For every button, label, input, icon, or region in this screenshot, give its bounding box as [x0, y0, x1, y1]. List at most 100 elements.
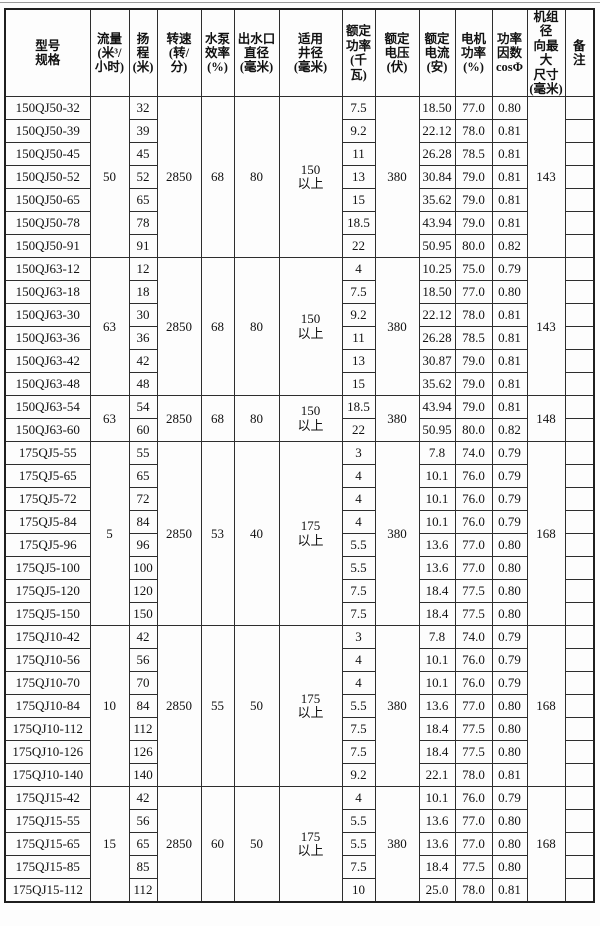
cell-note	[564, 855, 595, 880]
cell-flow: 63	[89, 395, 130, 443]
cell-speed: 2850	[156, 625, 202, 788]
cell-speed: 2850	[156, 395, 202, 443]
cell-head: 150	[128, 602, 158, 627]
cell-motor-eff: 79.0	[454, 372, 493, 397]
cell-power: 4	[341, 487, 376, 512]
cell-note	[564, 809, 595, 834]
table-row: 175QJ15-65 65 5.5 13.6 77.0 0.80	[4, 832, 595, 857]
cell-pump-eff: 60	[200, 786, 235, 903]
cell-power: 5.5	[341, 556, 376, 581]
cell-head: 55	[128, 441, 158, 466]
cell-model: 175QJ5-96	[4, 533, 91, 558]
cell-motor-eff: 76.0	[454, 487, 493, 512]
table-row: 150QJ63-12 63 12 2850 68 80 150 以上 4 380 10.25 75.…	[4, 257, 595, 397]
cell-note	[564, 878, 595, 903]
cell-power: 7.5	[341, 740, 376, 765]
cell-head: 65	[128, 188, 158, 213]
cell-motor-eff: 77.0	[454, 694, 493, 719]
cell-current: 35.62	[418, 188, 456, 213]
cell-cos-phi: 0.82	[491, 234, 528, 259]
cell-model: 175QJ15-65	[4, 832, 91, 857]
cell-head: 140	[128, 763, 158, 788]
cell-model: 150QJ50-45	[4, 142, 91, 167]
cell-model: 175QJ15-85	[4, 855, 91, 880]
cell-note	[564, 395, 595, 420]
cell-head: 42	[128, 625, 158, 650]
cell-cos-phi: 0.80	[491, 556, 528, 581]
cell-model: 150QJ63-18	[4, 280, 91, 305]
cell-model: 150QJ63-54	[4, 395, 91, 420]
cell-head: 39	[128, 119, 158, 144]
cell-model: 175QJ5-72	[4, 487, 91, 512]
table-row: 175QJ10-70 70 4 10.1 76.0 0.79	[4, 671, 595, 696]
col-header-current: 额定 电流 (安)	[418, 8, 456, 98]
cell-power: 13	[341, 349, 376, 374]
cell-power: 4	[341, 671, 376, 696]
cell-well: 175 以上	[278, 786, 343, 903]
cell-cos-phi: 0.81	[491, 878, 528, 903]
cell-model: 175QJ5-84	[4, 510, 91, 535]
cell-note	[564, 602, 595, 627]
table-row: 175QJ5-100 100 5.5 13.6 77.0 0.80	[4, 556, 595, 581]
cell-current: 50.95	[418, 418, 456, 443]
cell-cos-phi: 0.79	[491, 464, 528, 489]
cell-power: 11	[341, 142, 376, 167]
cell-current: 10.1	[418, 464, 456, 489]
cell-motor-eff: 77.5	[454, 717, 493, 742]
cell-flow: 10	[89, 625, 130, 788]
cell-cos-phi: 0.79	[491, 786, 528, 811]
cell-head: 54	[128, 395, 158, 420]
cell-head: 85	[128, 855, 158, 880]
cell-model: 150QJ63-30	[4, 303, 91, 328]
cell-max-dim: 168	[526, 625, 566, 788]
cell-power: 11	[341, 326, 376, 351]
cell-power: 7.5	[341, 280, 376, 305]
cell-note	[564, 303, 595, 328]
cell-power: 7.5	[341, 96, 376, 121]
cell-motor-eff: 78.0	[454, 878, 493, 903]
cell-cos-phi: 0.80	[491, 694, 528, 719]
cell-power: 7.5	[341, 855, 376, 880]
table-row: 175QJ15-85 85 7.5 18.4 77.5 0.80	[4, 855, 595, 880]
cell-motor-eff: 77.5	[454, 740, 493, 765]
cell-model: 175QJ10-126	[4, 740, 91, 765]
cell-voltage: 380	[374, 395, 420, 443]
cell-cos-phi: 0.79	[491, 648, 528, 673]
header-row: 型号 规格 流量 (米³/ 小时) 扬 程 (米) 转速 (转/ 分) 水泵 效率 (%…	[4, 8, 595, 98]
cell-cos-phi: 0.79	[491, 671, 528, 696]
cell-current: 13.6	[418, 556, 456, 581]
cell-motor-eff: 80.0	[454, 418, 493, 443]
cell-cos-phi: 0.81	[491, 349, 528, 374]
cell-head: 72	[128, 487, 158, 512]
cell-current: 18.4	[418, 602, 456, 627]
cell-note	[564, 372, 595, 397]
cell-current: 13.6	[418, 832, 456, 857]
cell-motor-eff: 78.0	[454, 763, 493, 788]
cell-power: 5.5	[341, 694, 376, 719]
cell-power: 13	[341, 165, 376, 190]
col-header-voltage: 额定 电压 (伏)	[374, 8, 420, 98]
cell-note	[564, 280, 595, 305]
cell-head: 78	[128, 211, 158, 236]
cell-motor-eff: 75.0	[454, 257, 493, 282]
table-row: 150QJ50-32 50 32 2850 68 80 150 以上 7.5 380 18.50 7…	[4, 96, 595, 259]
cell-model: 150QJ50-65	[4, 188, 91, 213]
cell-cos-phi: 0.79	[491, 625, 528, 650]
cell-voltage: 380	[374, 257, 420, 397]
cell-note	[564, 671, 595, 696]
cell-outlet: 80	[233, 257, 280, 397]
cell-head: 96	[128, 533, 158, 558]
cell-model: 175QJ5-150	[4, 602, 91, 627]
cell-power: 4	[341, 786, 376, 811]
cell-cos-phi: 0.79	[491, 441, 528, 466]
cell-note	[564, 579, 595, 604]
cell-motor-eff: 74.0	[454, 625, 493, 650]
cell-cos-phi: 0.80	[491, 740, 528, 765]
cell-flow: 5	[89, 441, 130, 627]
pump-spec-table: 型号 规格 流量 (米³/ 小时) 扬 程 (米) 转速 (转/ 分) 水泵 效率 (%…	[4, 8, 595, 903]
cell-head: 84	[128, 694, 158, 719]
cell-voltage: 380	[374, 441, 420, 627]
table-body: 150QJ50-32 50 32 2850 68 80 150 以上 7.5 380 18.50 7…	[4, 96, 595, 903]
cell-current: 7.8	[418, 441, 456, 466]
cell-motor-eff: 79.0	[454, 395, 493, 420]
